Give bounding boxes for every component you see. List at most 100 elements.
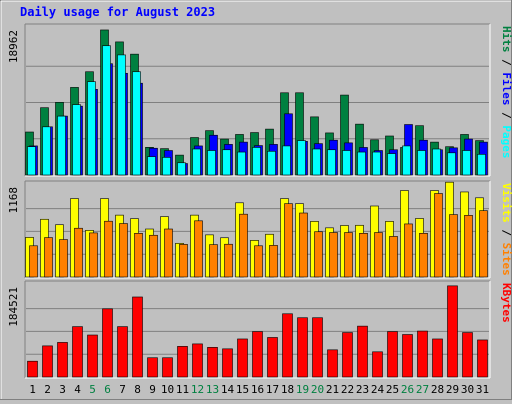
bar-kbytes-day-15 [237,338,248,378]
bar-pages-day-15 [237,151,246,176]
bar-pages-day-6 [102,45,111,176]
x-tick-label-day-29: 29 [446,383,459,396]
x-tick-label-day-11: 11 [176,383,189,396]
y-max-label: 1168 [7,187,20,214]
bar-sites-day-9 [149,234,158,278]
bar-pages-day-30 [462,150,471,176]
bar-kbytes-day-16 [252,331,263,378]
bar-kbytes-day-13 [207,347,218,378]
x-tick-label-day-26: 26 [401,383,414,396]
bar-kbytes-day-21 [327,349,338,378]
bar-pages-day-5 [87,81,96,176]
panel-kbytes: 184521 KBytes [7,280,512,379]
bar-pages-day-10 [162,157,171,176]
bar-pages-day-17 [267,150,276,176]
bar-kbytes-day-5 [87,334,98,378]
x-tick-label-day-16: 16 [251,383,264,396]
bar-kbytes-day-28 [432,338,443,378]
bar-pages-day-9 [147,156,156,176]
bar-sites-day-31 [479,210,488,278]
x-tick-label-day-2: 2 [44,383,51,396]
bar-kbytes-day-14 [222,348,233,378]
bar-sites-day-11 [179,244,188,278]
bar-pages-day-3 [57,115,66,176]
bar-sites-day-5 [89,232,98,278]
bar-sites-day-13 [209,244,218,278]
bar-sites-day-3 [59,239,68,278]
bar-sites-day-7 [119,223,128,278]
x-tick-label-day-10: 10 [161,383,174,396]
bar-kbytes-day-3 [57,342,68,378]
x-tick-label-day-5: 5 [89,383,96,396]
x-tick-label-day-25: 25 [386,383,399,396]
legend-pages: Pages [500,125,512,158]
legend-/: / [500,223,512,243]
bar-sites-day-15 [239,213,248,278]
bar-kbytes-day-12 [192,343,203,378]
bar-pages-day-31 [477,154,486,176]
bar-sites-day-22 [344,232,353,278]
bar-pages-day-23 [357,151,366,176]
bar-pages-day-28 [432,148,441,176]
bar-kbytes-day-4 [72,326,83,378]
bar-sites-day-4 [74,227,83,278]
bar-pages-day-1 [27,146,36,176]
legend-hits: Hits [500,26,512,53]
x-tick-label-day-9: 9 [149,383,156,396]
bar-pages-day-19 [297,140,306,176]
bar-pages-day-20 [312,148,321,176]
bar-sites-day-14 [224,243,233,278]
bar-sites-day-8 [134,233,143,278]
bar-pages-day-25 [387,153,396,176]
bar-pages-day-14 [222,149,231,176]
bar-sites-day-6 [104,220,113,278]
x-tick-label-day-6: 6 [104,383,111,396]
x-tick-label-day-15: 15 [236,383,249,396]
bar-sites-day-25 [389,236,398,278]
legend-files: Files [500,72,512,105]
x-tick-label-day-8: 8 [134,383,141,396]
legend-/: / [500,106,512,126]
bar-kbytes-day-11 [177,346,188,378]
bar-kbytes-day-26 [402,334,413,378]
legend-visits: Visits [500,183,512,223]
bar-sites-day-2 [44,237,53,278]
bar-sites-day-21 [329,232,338,278]
bar-sites-day-10 [164,228,173,278]
bar-sites-day-16 [254,245,263,278]
series-legend-label: Visits / Sites [500,183,512,276]
bar-sites-day-19 [299,212,308,278]
bar-pages-day-18 [282,145,291,176]
series-legend-label: Hits / Files / Pages [500,26,512,159]
x-tick-label-day-1: 1 [29,383,36,396]
bar-sites-day-20 [314,231,323,278]
bar-pages-day-16 [252,147,261,176]
x-tick-label-day-27: 27 [416,383,429,396]
x-tick-label-day-12: 12 [191,383,204,396]
bar-pages-day-13 [207,150,216,176]
bar-pages-day-26 [402,145,411,176]
bar-kbytes-day-27 [417,330,428,378]
bar-pages-day-12 [192,148,201,176]
x-tick-label-day-17: 17 [266,383,279,396]
x-tick-label-day-13: 13 [206,383,219,396]
bar-sites-day-29 [449,214,458,278]
x-tick-label-day-31: 31 [476,383,489,396]
bar-kbytes-day-18 [282,313,293,378]
bar-sites-day-24 [374,232,383,278]
bar-kbytes-day-10 [162,357,173,378]
x-tick-label-day-21: 21 [326,383,339,396]
bar-pages-day-27 [417,150,426,176]
bar-sites-day-18 [284,203,293,278]
bar-kbytes-day-17 [267,337,278,378]
legend-sites: Sites [500,243,512,276]
x-tick-label-day-20: 20 [311,383,324,396]
bar-kbytes-day-20 [312,317,323,378]
bar-sites-day-26 [404,223,413,278]
bar-kbytes-day-22 [342,332,353,378]
legend-kbytes: KBytes [500,283,512,323]
bar-kbytes-day-19 [297,317,308,378]
y-max-label: 18962 [7,30,20,63]
